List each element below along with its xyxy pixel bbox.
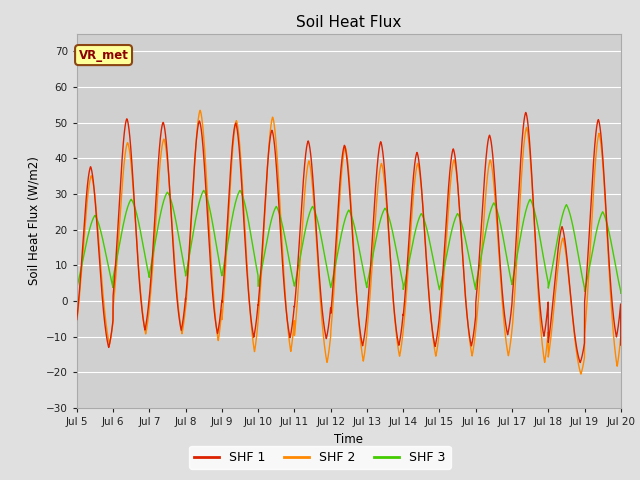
SHF 2 bbox=[196, 108, 204, 113]
Text: VR_met: VR_met bbox=[79, 48, 129, 61]
SHF 1 bbox=[617, 342, 625, 348]
SHF 2 bbox=[306, 161, 314, 167]
Title: Soil Heat Flux: Soil Heat Flux bbox=[296, 15, 401, 30]
SHF 3 bbox=[617, 290, 625, 296]
X-axis label: Time: Time bbox=[334, 432, 364, 445]
SHF 3 bbox=[73, 285, 81, 291]
SHF 1 bbox=[332, 251, 339, 256]
SHF 2 bbox=[468, 353, 476, 359]
Y-axis label: Soil Heat Flux (W/m2): Soil Heat Flux (W/m2) bbox=[28, 156, 40, 285]
Legend: SHF 1, SHF 2, SHF 3: SHF 1, SHF 2, SHF 3 bbox=[189, 446, 451, 469]
SHF 1 bbox=[301, 155, 309, 160]
SHF 3 bbox=[301, 227, 309, 232]
SHF 3 bbox=[200, 188, 207, 193]
SHF 3 bbox=[468, 270, 476, 276]
SHF 1 bbox=[468, 340, 476, 346]
SHF 2 bbox=[617, 336, 625, 342]
SHF 1 bbox=[73, 317, 81, 323]
Line: SHF 3: SHF 3 bbox=[77, 191, 621, 293]
SHF 1 bbox=[600, 179, 608, 184]
SHF 3 bbox=[600, 212, 608, 218]
SHF 2 bbox=[577, 371, 585, 377]
Line: SHF 2: SHF 2 bbox=[77, 110, 621, 374]
SHF 3 bbox=[306, 210, 314, 216]
SHF 2 bbox=[600, 184, 608, 190]
SHF 1 bbox=[576, 360, 584, 365]
SHF 3 bbox=[573, 246, 581, 252]
SHF 2 bbox=[73, 319, 81, 324]
Line: SHF 1: SHF 1 bbox=[77, 112, 621, 362]
SHF 3 bbox=[332, 262, 339, 268]
SHF 1 bbox=[573, 348, 581, 353]
SHF 2 bbox=[332, 265, 339, 271]
SHF 1 bbox=[306, 144, 314, 150]
SHF 2 bbox=[301, 181, 309, 187]
SHF 1 bbox=[522, 109, 530, 115]
SHF 2 bbox=[573, 353, 581, 359]
